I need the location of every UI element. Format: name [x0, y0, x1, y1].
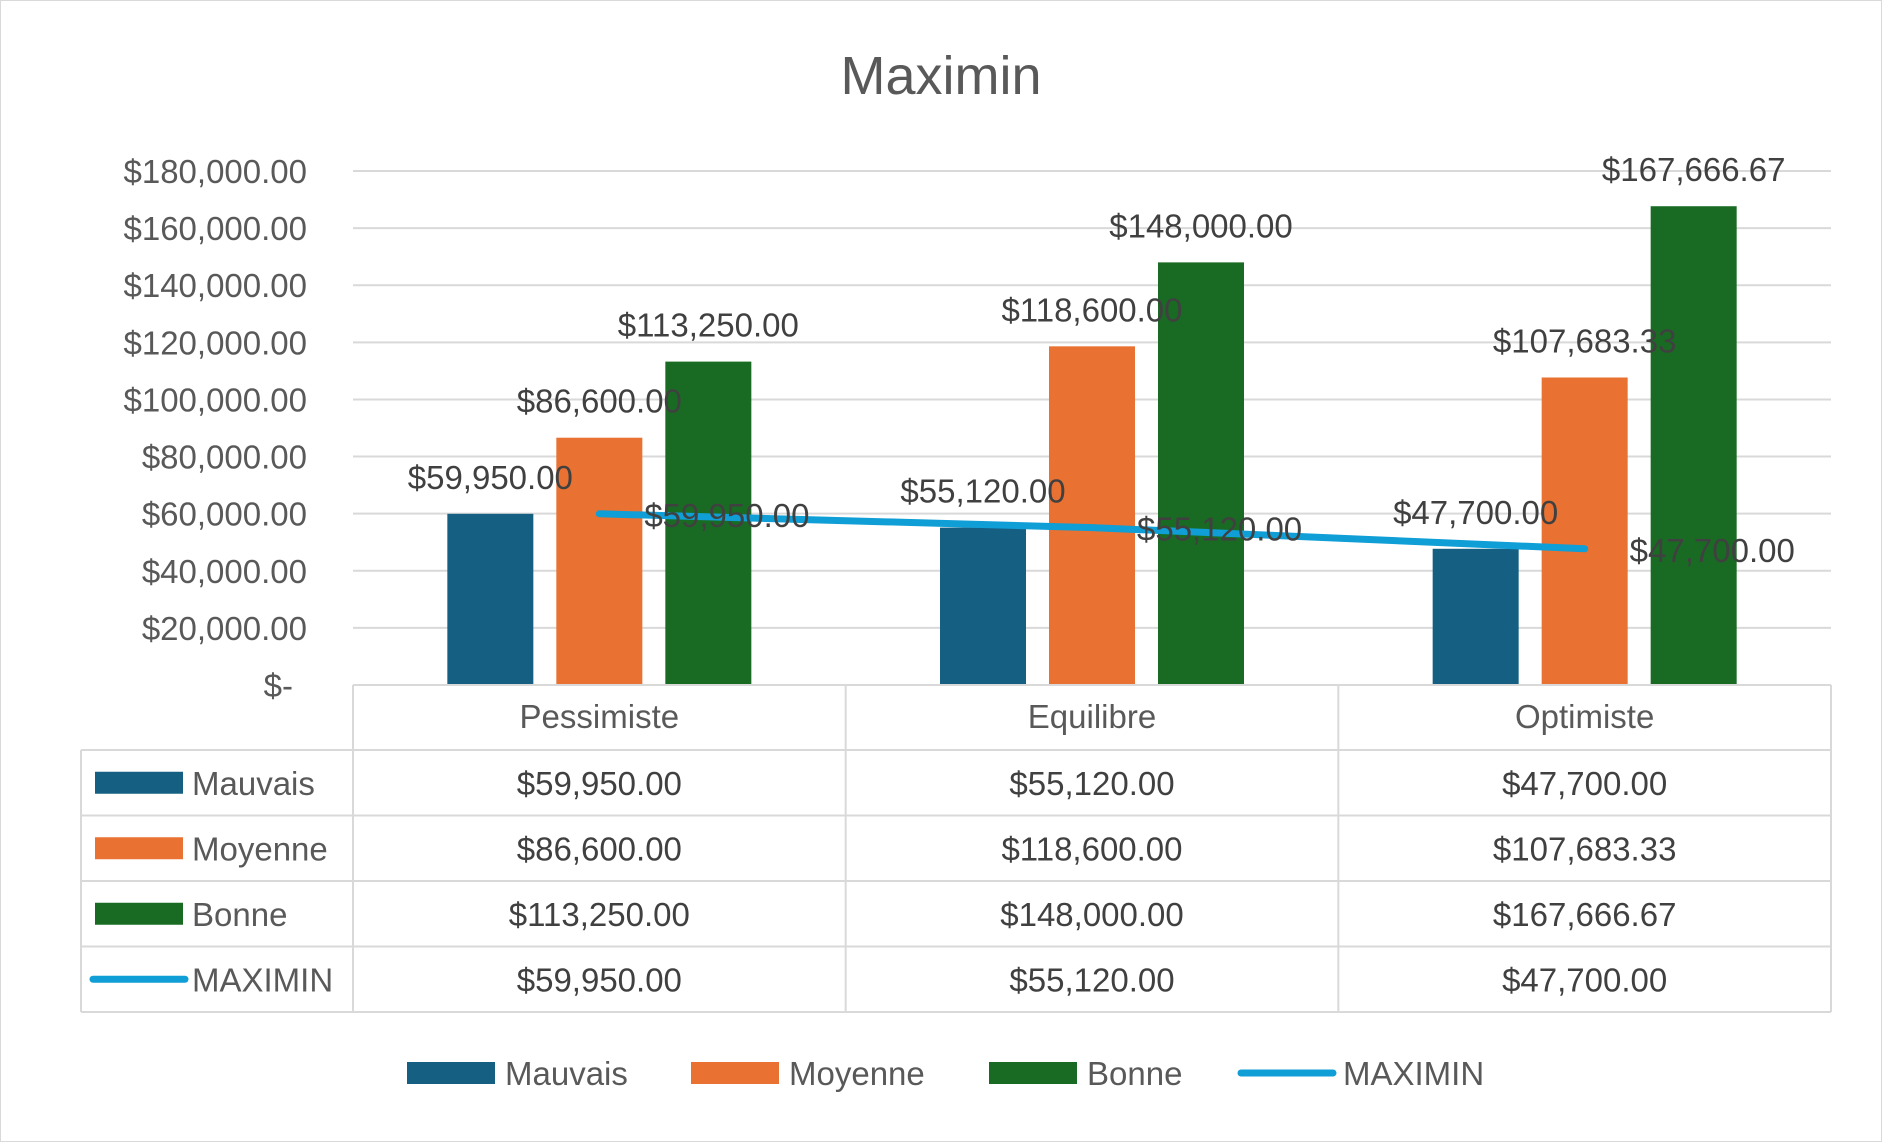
- legend-label-maximin: MAXIMIN: [1343, 1055, 1484, 1092]
- y-tick-label: $180,000.00: [123, 153, 307, 190]
- table-cell: $86,600.00: [517, 830, 682, 867]
- data-table: Pessimiste Equilibre Optimiste Mauvais $59,9…: [80, 684, 1832, 1013]
- table-cell: $59,950.00: [517, 961, 682, 998]
- legend: Mauvais Moyenne Bonne MAXIMIN: [407, 1055, 1484, 1092]
- category-label-optimiste: Optimiste: [1515, 698, 1654, 735]
- data-label-bonne: $113,250.00: [618, 307, 799, 344]
- bar-moyenne-equilibre: [1049, 346, 1135, 685]
- y-axis: $- $20,000.00 $40,000.00 $60,000.00 $80,000.…: [123, 153, 307, 704]
- legend-key-mauvais: [407, 1062, 495, 1084]
- table-row-label-mauvais: Mauvais: [192, 765, 315, 802]
- table-row-label-bonne: Bonne: [192, 896, 287, 933]
- data-labels: $59,950.00 $55,120.00 $47,700.00 $86,600.00…: [408, 151, 1795, 569]
- legend-label-moyenne: Moyenne: [789, 1055, 925, 1092]
- data-label-moyenne: $118,600.00: [1001, 291, 1182, 328]
- table-key-moyenne: [95, 837, 183, 860]
- category-label-pessimiste: Pessimiste: [520, 698, 680, 735]
- y-tick-label: $120,000.00: [123, 324, 307, 361]
- data-label-bonne: $148,000.00: [1109, 207, 1293, 244]
- bar-mauvais-pessimiste: [447, 513, 534, 685]
- bar-bonne-equilibre: [1158, 262, 1244, 685]
- data-label-mauvais: $59,950.00: [408, 459, 573, 496]
- y-tick-label: $-: [264, 667, 293, 704]
- table-key-mauvais: [95, 771, 183, 794]
- data-label-moyenne: $107,683.33: [1493, 323, 1677, 360]
- table-cell: $148,000.00: [1000, 896, 1184, 933]
- y-tick-label: $80,000.00: [142, 439, 307, 476]
- table-cell: $118,600.00: [1001, 830, 1182, 867]
- line-maximin: [595, 510, 1589, 553]
- bar-mauvais-equilibre: [940, 527, 1026, 685]
- table-cell: $107,683.33: [1493, 830, 1677, 867]
- data-label-bonne: $167,666.67: [1602, 151, 1786, 188]
- legend-label-mauvais: Mauvais: [505, 1055, 628, 1092]
- y-tick-label: $160,000.00: [123, 210, 307, 247]
- y-tick-label: $140,000.00: [123, 267, 307, 304]
- data-label-mauvais: $55,120.00: [900, 473, 1065, 510]
- data-label-maximin: $55,120.00: [1137, 511, 1302, 548]
- data-label-maximin: $59,950.00: [644, 497, 809, 534]
- table-cell: $55,120.00: [1009, 961, 1174, 998]
- table-row-label-maximin: MAXIMIN: [192, 961, 333, 998]
- y-tick-label: $60,000.00: [142, 496, 307, 533]
- y-tick-label: $20,000.00: [142, 610, 307, 647]
- legend-key-bonne: [989, 1062, 1077, 1084]
- legend-label-bonne: Bonne: [1087, 1055, 1182, 1092]
- chart-title: Maximin: [840, 46, 1041, 106]
- table-row-label-moyenne: Moyenne: [192, 830, 328, 867]
- maximin-line-group: [595, 510, 1589, 553]
- data-label-moyenne: $86,600.00: [517, 383, 682, 420]
- table-cell: $47,700.00: [1502, 765, 1667, 802]
- category-label-equilibre: Equilibre: [1028, 698, 1156, 735]
- y-tick-label: $40,000.00: [142, 553, 307, 590]
- data-label-maximin: $47,700.00: [1630, 532, 1795, 569]
- bar-mauvais-optimiste: [1432, 548, 1519, 685]
- y-tick-label: $100,000.00: [123, 381, 307, 418]
- bar-bonne-optimiste: [1650, 206, 1737, 685]
- bar-bonne-pessimiste: [665, 361, 752, 685]
- bar-moyenne-optimiste: [1541, 377, 1628, 685]
- data-label-mauvais: $47,700.00: [1393, 494, 1558, 531]
- table-cell: $167,666.67: [1493, 896, 1677, 933]
- bars: [447, 206, 1737, 685]
- table-cell: $55,120.00: [1009, 765, 1174, 802]
- table-cell: $113,250.00: [509, 896, 690, 933]
- table-cell: $47,700.00: [1502, 961, 1667, 998]
- table-key-bonne: [95, 902, 183, 925]
- bar-moyenne-pessimiste: [556, 437, 643, 685]
- table-cell: $59,950.00: [517, 765, 682, 802]
- legend-key-moyenne: [691, 1062, 779, 1084]
